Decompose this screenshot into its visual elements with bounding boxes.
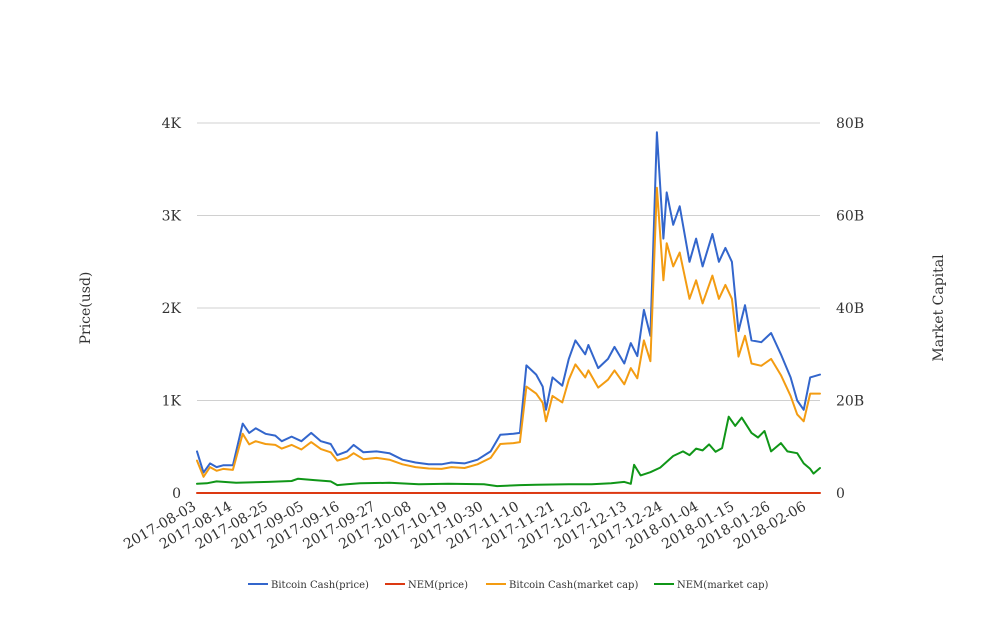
axes: 01K2K3K4K020B40B60B80B2017-08-032017-08-… xyxy=(121,116,864,553)
y2-axis-title: Market Capital xyxy=(931,254,947,362)
y2-tick-label: 0 xyxy=(836,486,845,502)
y2-tick-label: 60B xyxy=(836,209,864,225)
y-tick-label: 1K xyxy=(162,394,182,410)
series-line-bitcoin-cash-price xyxy=(197,132,820,472)
y2-tick-label: 20B xyxy=(836,394,864,410)
y-tick-label: 0 xyxy=(172,486,181,502)
legend-item: Bitcoin Cash(price) xyxy=(248,580,369,591)
y2-tick-label: 80B xyxy=(836,116,864,132)
legend-label: Bitcoin Cash(price) xyxy=(271,580,369,591)
legend-label: Bitcoin Cash(market cap) xyxy=(509,580,638,591)
plot-area xyxy=(197,132,820,493)
legend-item: NEM(price) xyxy=(385,580,468,591)
legend: Bitcoin Cash(price) NEM(price) Bitcoin Cas… xyxy=(248,580,769,591)
series-line-nem-market-cap xyxy=(197,417,820,486)
y-tick-label: 3K xyxy=(162,209,182,225)
legend-label: NEM(market cap) xyxy=(677,580,769,591)
y-tick-label: 4K xyxy=(162,116,182,132)
legend-label: NEM(price) xyxy=(408,580,468,591)
y2-tick-label: 40B xyxy=(836,301,864,317)
legend-item: Bitcoin Cash(market cap) xyxy=(486,580,638,591)
y-tick-label: 2K xyxy=(162,301,182,317)
legend-item: NEM(market cap) xyxy=(654,580,769,591)
y-axis-title: Price(usd) xyxy=(78,272,94,345)
